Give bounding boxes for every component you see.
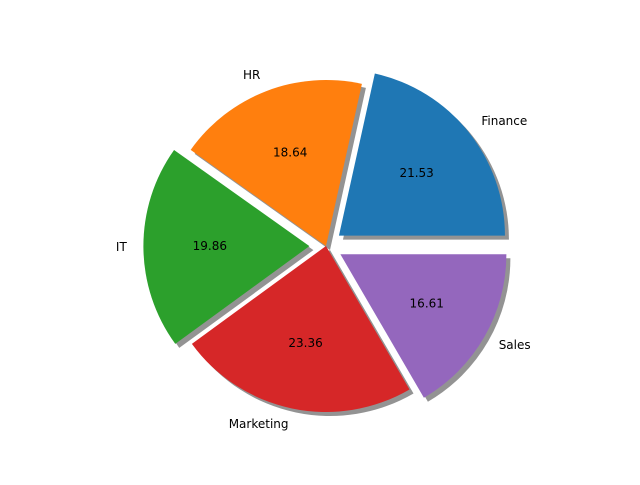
pie-slice-sales [340,254,507,398]
value-label-sales: 16.61 [410,296,444,310]
value-label-hr: 18.64 [273,146,307,160]
category-labels: Finance HR IT Marketing Sales [116,68,531,431]
category-label-marketing: Marketing [229,417,289,431]
pie-slice-hr [190,80,362,246]
category-label-sales: Sales [499,338,531,352]
value-labels: 21.53 18.64 19.86 23.36 16.61 [193,146,444,350]
category-label-hr: HR [243,68,260,82]
category-label-it: IT [116,240,128,254]
pie-slice-finance [338,73,505,236]
category-label-finance: Finance [481,114,527,128]
pie-slices [143,73,507,412]
pie-slice-marketing [191,246,410,412]
value-label-it: 19.86 [193,239,227,253]
value-label-marketing: 23.36 [288,336,322,350]
pie-slice-it [143,149,310,344]
value-label-finance: 21.53 [399,166,433,180]
